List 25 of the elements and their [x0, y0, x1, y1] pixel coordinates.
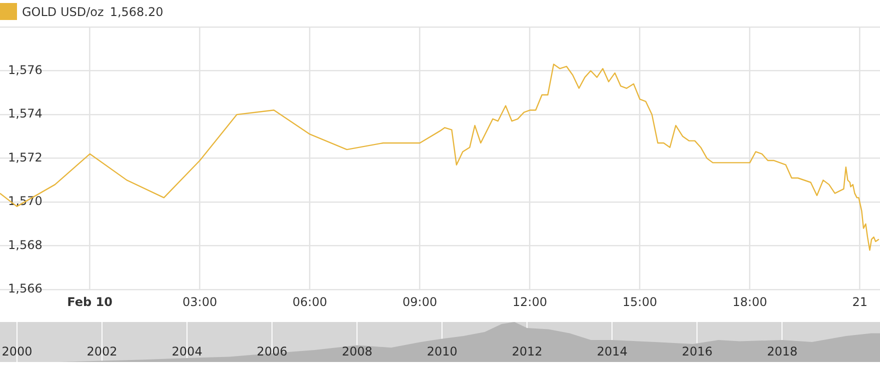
x-tick-label: 12:00	[512, 294, 548, 309]
x-tick-label: 2006	[256, 344, 288, 358]
x-tick-label: 2002	[86, 344, 118, 358]
x-tick-label: 2016	[682, 344, 712, 358]
y-tick-label: 1,574	[8, 106, 42, 121]
y-tick-label: 1,566	[8, 282, 42, 296]
x-tick-label: 18:00	[732, 294, 768, 309]
y-tick-label: 1,576	[8, 62, 42, 77]
y-tick-label: 1,568	[8, 238, 42, 252]
x-tick-label: 03:00	[182, 294, 218, 309]
x-tick-label: 21	[852, 294, 868, 309]
x-tick-label: 2018	[766, 344, 798, 358]
x-tick-label: 06:00	[292, 294, 328, 309]
x-tick-label: 2000	[2, 344, 32, 358]
x-tick-label: 2004	[172, 344, 202, 358]
x-tick-label: 09:00	[402, 294, 438, 309]
x-tick-label: 2012	[512, 344, 542, 358]
y-tick-label: 1,572	[8, 150, 42, 164]
x-tick-label: 2014	[596, 344, 628, 358]
text: 1,568.20	[110, 4, 164, 18]
x-tick-label: 2010	[426, 344, 458, 358]
legend-label: GOLD USD/oz	[22, 4, 104, 18]
x-tick-label: 2008	[342, 344, 372, 358]
x-tick-label: Feb 10	[67, 294, 112, 309]
x-tick-label: 15:00	[622, 294, 658, 309]
